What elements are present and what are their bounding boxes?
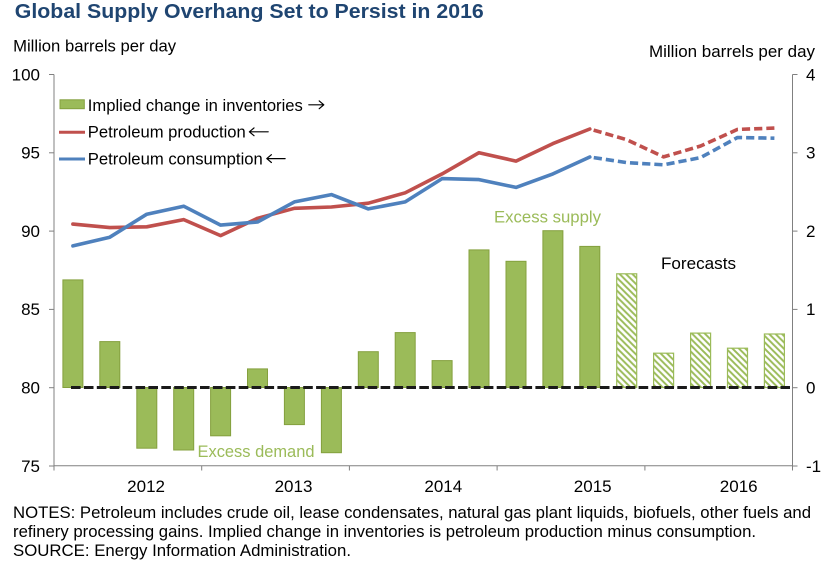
svg-text:Petroleum consumption: Petroleum consumption [88, 149, 263, 168]
svg-text:100: 100 [12, 65, 40, 84]
svg-text:1: 1 [806, 300, 815, 319]
svg-text:95: 95 [21, 144, 40, 163]
svg-text:Implied change in inventories: Implied change in inventories [88, 96, 303, 115]
svg-text:Petroleum production: Petroleum production [88, 123, 246, 142]
svg-text:NOTES: Petroleum includes crud: NOTES: Petroleum includes crude oil, lea… [13, 503, 811, 522]
svg-text:2014: 2014 [424, 477, 462, 496]
svg-text:Global Supply Overhang Set to: Global Supply Overhang Set to Persist in… [15, 1, 484, 23]
svg-text:4: 4 [806, 65, 815, 84]
svg-text:3: 3 [806, 144, 815, 163]
svg-text:2012: 2012 [127, 477, 165, 496]
svg-text:2: 2 [806, 222, 815, 241]
svg-text:Million barrels per day: Million barrels per day [13, 36, 176, 55]
svg-text:-1: -1 [806, 457, 821, 476]
svg-text:Excess supply: Excess supply [494, 207, 601, 226]
svg-text:2016: 2016 [720, 477, 758, 496]
svg-text:2015: 2015 [574, 477, 612, 496]
svg-text:Million barrels per day: Million barrels per day [649, 42, 815, 61]
svg-text:Excess demand: Excess demand [198, 442, 315, 461]
svg-text:refinery processing gains. Imp: refinery processing gains. Implied chang… [13, 522, 756, 541]
svg-text:75: 75 [21, 457, 40, 476]
svg-text:0: 0 [806, 379, 815, 398]
svg-text:80: 80 [21, 379, 40, 398]
svg-text:85: 85 [21, 300, 40, 319]
svg-text:90: 90 [21, 222, 40, 241]
svg-text:SOURCE: Energy Information Adm: SOURCE: Energy Information Administratio… [13, 541, 351, 560]
svg-text:2013: 2013 [275, 477, 313, 496]
svg-text:Forecasts: Forecasts [661, 254, 736, 273]
